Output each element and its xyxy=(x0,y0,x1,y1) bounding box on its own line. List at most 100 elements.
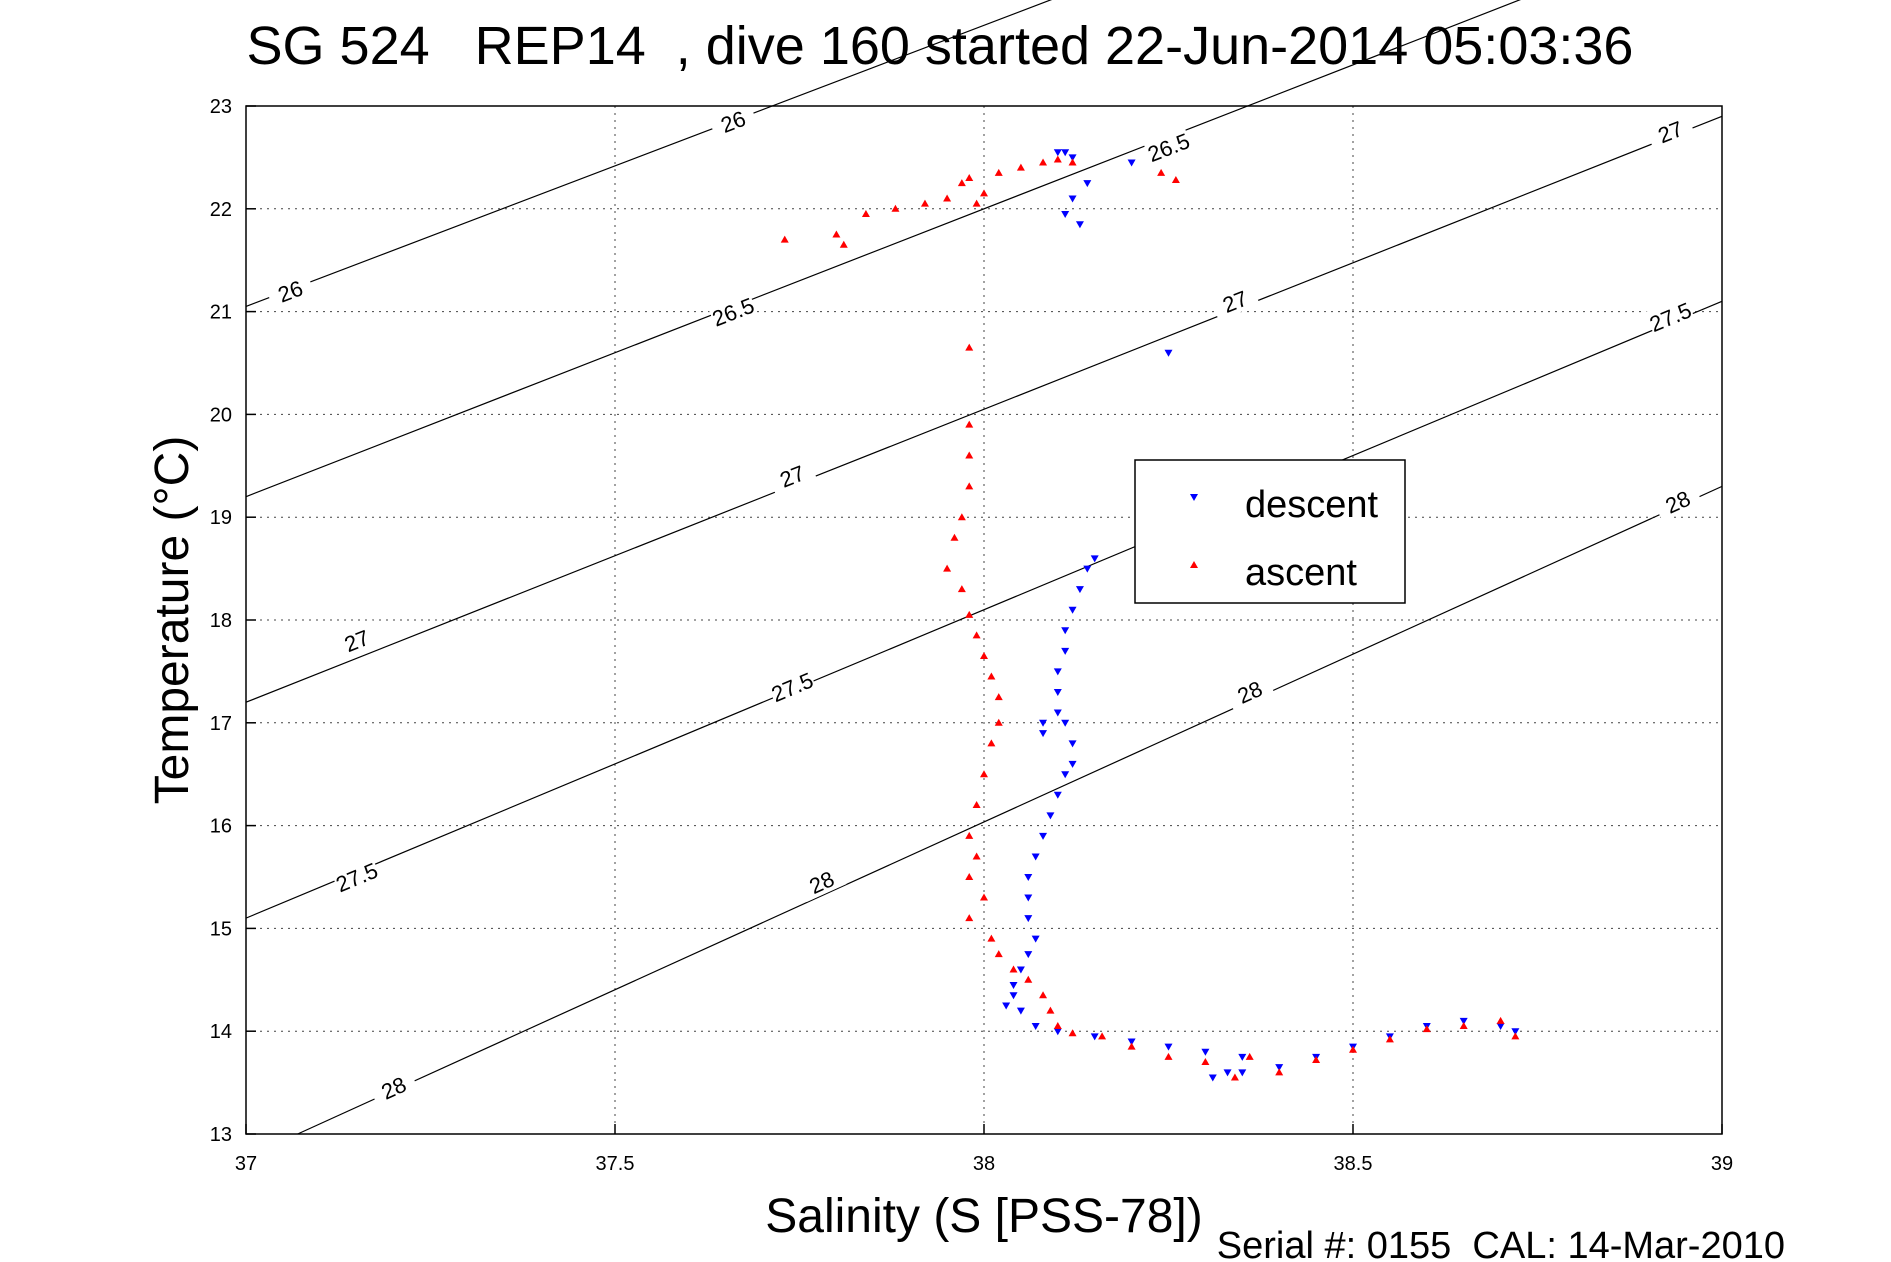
ascent-point xyxy=(1046,1006,1055,1014)
isopycnal-label-bg xyxy=(766,665,818,707)
y-tick-label: 15 xyxy=(210,918,232,940)
isopycnal-label-bg xyxy=(1651,479,1703,522)
ascent-point xyxy=(987,672,996,680)
y-tick-label: 18 xyxy=(210,610,232,632)
descent-point xyxy=(1075,586,1084,594)
ascent-point xyxy=(943,564,952,572)
x-tick-label: 38 xyxy=(973,1153,995,1175)
ascent-point xyxy=(965,873,974,880)
data-points xyxy=(780,149,1520,1082)
ascent-point xyxy=(994,168,1003,176)
ascent-point xyxy=(972,199,981,207)
ascent-point xyxy=(1422,1025,1431,1033)
ascent-point xyxy=(980,893,988,901)
descent-point xyxy=(1164,1043,1173,1051)
ascent-point xyxy=(1511,1032,1520,1040)
legend-ascent-label: ascent xyxy=(1245,552,1357,594)
y-tick-label: 23 xyxy=(210,96,232,118)
isopycnal-label: 26.5 xyxy=(1144,128,1193,167)
isopycnal-label-bg xyxy=(707,100,758,141)
y-tick-label: 17 xyxy=(210,713,232,735)
descent-point xyxy=(1068,154,1077,162)
descent-point xyxy=(1039,730,1048,738)
descent-point xyxy=(1009,992,1018,1000)
ascent-point xyxy=(1312,1055,1321,1063)
ascent-point xyxy=(1171,176,1180,184)
isopycnal-label: 27.5 xyxy=(332,858,381,898)
ascent-point xyxy=(1098,1032,1107,1040)
isopycnal-label-bg xyxy=(367,1065,419,1108)
legend-descent-marker xyxy=(1190,494,1198,501)
ascent-point xyxy=(832,230,841,238)
descent-point xyxy=(1016,966,1025,974)
y-tick-label: 13 xyxy=(210,1124,232,1146)
descent-point xyxy=(1009,981,1018,989)
descent-point xyxy=(1201,1048,1210,1056)
descent-point xyxy=(1238,1053,1247,1061)
isopycnal-label: 26.5 xyxy=(709,293,758,332)
descent-point xyxy=(1053,149,1062,157)
footer-serial-cal: Serial #: 0155 CAL: 14-Mar-2010 xyxy=(1217,1225,1785,1262)
isopycnal-28 xyxy=(297,485,1723,1135)
ascent-point xyxy=(1068,158,1077,166)
ascent-point xyxy=(861,209,870,217)
isopycnal-label-bg xyxy=(1644,110,1696,151)
ascent-point xyxy=(1016,163,1025,171)
descent-point xyxy=(1053,709,1062,717)
y-tick-label: 19 xyxy=(210,507,232,529)
descent-point xyxy=(1024,915,1033,923)
isopycnal-label-bg xyxy=(264,270,316,311)
ascent-point xyxy=(1157,168,1166,176)
descent-point xyxy=(1061,149,1070,157)
isopycnal-label: 27.5 xyxy=(768,667,817,707)
ascent-point xyxy=(1024,975,1033,983)
descent-point xyxy=(1068,195,1077,203)
descent-point xyxy=(1016,1007,1025,1015)
descent-point xyxy=(1208,1074,1217,1082)
x-axis-label: Salinity (S [PSS-78]) xyxy=(765,1190,1202,1243)
ascent-point xyxy=(1201,1058,1210,1066)
ascent-point xyxy=(972,801,981,809)
x-tick-label: 37.5 xyxy=(596,1153,635,1175)
descent-point xyxy=(1083,565,1092,573)
ascent-point xyxy=(965,420,974,428)
descent-point xyxy=(1075,221,1084,229)
ascent-point xyxy=(965,831,974,839)
x-tick-label: 38.5 xyxy=(1334,1153,1373,1175)
ascent-point xyxy=(972,631,981,639)
ascent-point xyxy=(994,718,1003,726)
ascent-point xyxy=(1127,1042,1136,1050)
ascent-point xyxy=(987,934,996,942)
ascent-point xyxy=(1039,991,1048,999)
ascent-point xyxy=(943,194,952,202)
ascent-point xyxy=(972,852,981,860)
isopycnal-label-bg xyxy=(795,860,847,903)
ascent-point xyxy=(957,513,966,521)
legend-ascent-marker xyxy=(1190,561,1198,568)
isopycnal-label-bg xyxy=(331,619,382,660)
isopycnal-27-5 xyxy=(245,300,1723,919)
descent-point xyxy=(1068,740,1077,748)
legend-box xyxy=(1134,459,1406,604)
y-tick-label: 16 xyxy=(210,816,232,838)
ascent-point xyxy=(987,739,996,747)
legend: descent ascent xyxy=(1134,459,1406,604)
y-axis-label: Temperature (°C) xyxy=(146,436,199,805)
ascent-point xyxy=(980,189,988,197)
isopycnal-label-bg xyxy=(1223,670,1275,712)
isopycnal-label-bg xyxy=(707,290,758,331)
ascent-point xyxy=(1459,1022,1468,1030)
descent-point xyxy=(1496,1023,1505,1031)
ascent-point xyxy=(950,533,959,541)
ascent-point xyxy=(1496,1016,1505,1024)
ascent-point xyxy=(1068,1029,1077,1037)
isopycnal-26-5 xyxy=(245,0,1521,498)
ascent-point xyxy=(1385,1035,1394,1043)
chart-title: SG 524 REP14 , dive 160 started 22-Jun-2… xyxy=(247,16,1634,76)
x-tick-label: 37 xyxy=(235,1153,257,1175)
ascent-point xyxy=(994,950,1003,958)
ascent-point xyxy=(980,651,988,659)
descent-point xyxy=(1002,1002,1011,1010)
descent-point xyxy=(1068,760,1077,768)
